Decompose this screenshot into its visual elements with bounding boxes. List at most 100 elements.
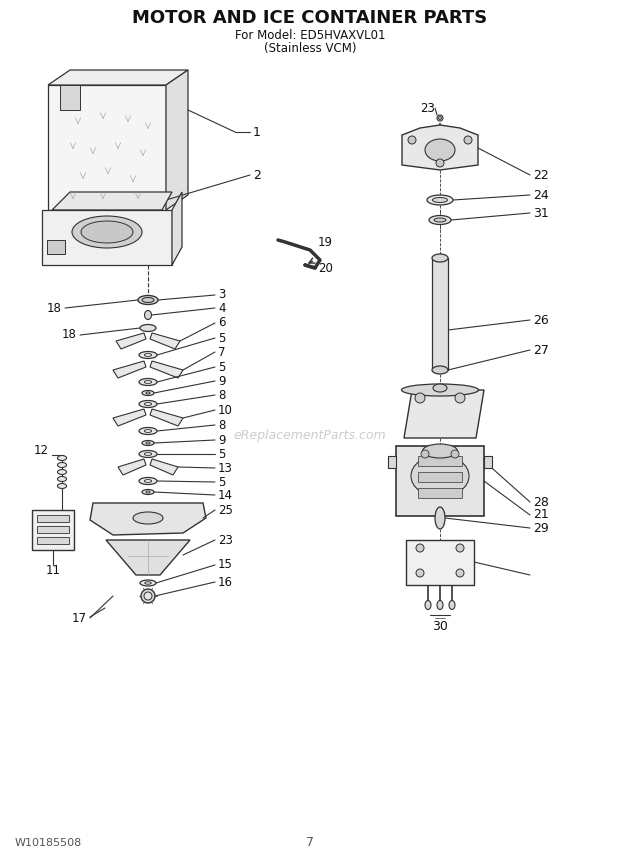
Text: 9: 9 [218,375,226,388]
Ellipse shape [58,455,66,461]
Bar [37,515,69,522]
Text: 5: 5 [218,475,226,489]
Circle shape [456,569,464,577]
Bar [37,526,69,533]
Text: 22: 22 [533,169,549,181]
Circle shape [408,136,416,144]
Text: 31: 31 [533,206,549,219]
Text: For Model: ED5HVAXVL01: For Model: ED5HVAXVL01 [235,28,385,41]
Polygon shape [402,125,478,170]
Ellipse shape [139,352,157,359]
Polygon shape [116,333,146,349]
Text: 2: 2 [253,169,261,181]
Polygon shape [106,540,190,575]
Ellipse shape [427,195,453,205]
Bar [60,85,80,110]
Bar [484,456,492,468]
Text: eReplacementParts.com: eReplacementParts.com [234,429,386,442]
Ellipse shape [144,430,152,432]
Ellipse shape [437,115,443,121]
Text: 19: 19 [318,235,333,248]
Text: 5: 5 [218,360,226,373]
Polygon shape [166,70,188,210]
Text: 13: 13 [218,461,233,474]
Ellipse shape [435,507,445,529]
Text: MOTOR AND ICE CONTAINER PARTS: MOTOR AND ICE CONTAINER PARTS [133,9,487,27]
Bar [406,540,474,585]
Circle shape [415,393,425,403]
Text: 18: 18 [47,301,62,314]
Text: 17: 17 [72,611,87,625]
Bar [432,258,448,370]
Polygon shape [172,192,182,265]
Ellipse shape [81,221,133,243]
Ellipse shape [449,601,455,609]
Ellipse shape [144,592,152,600]
Ellipse shape [425,139,455,161]
Polygon shape [90,503,206,535]
Polygon shape [113,361,146,378]
Bar [47,240,65,254]
Text: 20: 20 [318,261,333,275]
Bar [396,446,484,516]
Ellipse shape [146,392,150,394]
Text: 5: 5 [218,331,226,344]
Ellipse shape [58,462,66,467]
Ellipse shape [144,479,152,483]
Polygon shape [150,333,180,349]
Text: 9: 9 [218,433,226,447]
Circle shape [455,393,465,403]
Ellipse shape [433,198,448,203]
Ellipse shape [142,390,154,395]
Ellipse shape [144,354,152,356]
Ellipse shape [138,295,158,305]
Text: 26: 26 [533,313,549,326]
Text: 18: 18 [62,329,77,342]
Text: 25: 25 [218,503,233,516]
Bar [418,456,462,466]
Text: 15: 15 [218,558,233,572]
Ellipse shape [140,324,156,331]
Bar [32,510,74,550]
Bar [418,488,462,498]
Ellipse shape [58,477,66,482]
Ellipse shape [429,216,451,224]
Text: 28: 28 [533,496,549,508]
Ellipse shape [434,218,446,222]
Text: 12: 12 [34,443,49,456]
Polygon shape [48,85,166,210]
Text: 4: 4 [218,301,226,314]
Text: W10185508: W10185508 [15,838,82,848]
Bar [388,456,396,468]
Ellipse shape [402,384,479,396]
Text: 1: 1 [253,126,261,139]
Circle shape [416,569,424,577]
Circle shape [451,450,459,458]
Text: 27: 27 [533,343,549,356]
Ellipse shape [422,444,458,458]
Polygon shape [113,409,146,426]
Circle shape [436,159,444,167]
Text: 29: 29 [533,521,549,534]
Ellipse shape [133,512,163,524]
Text: 7: 7 [218,346,226,359]
Ellipse shape [58,484,66,489]
Ellipse shape [433,384,447,392]
Ellipse shape [144,381,152,383]
Ellipse shape [144,402,152,406]
Text: 8: 8 [218,419,226,431]
Text: 7: 7 [306,836,314,849]
Text: 11: 11 [45,563,61,576]
Circle shape [464,136,472,144]
Text: (Stainless VCM): (Stainless VCM) [264,41,356,55]
Ellipse shape [146,442,150,444]
Polygon shape [118,459,146,475]
Circle shape [416,544,424,552]
Ellipse shape [139,478,157,484]
Ellipse shape [145,582,151,584]
Text: 30: 30 [432,621,448,633]
Ellipse shape [425,601,431,609]
Ellipse shape [437,601,443,609]
Text: 21: 21 [533,508,549,521]
Polygon shape [416,546,464,579]
